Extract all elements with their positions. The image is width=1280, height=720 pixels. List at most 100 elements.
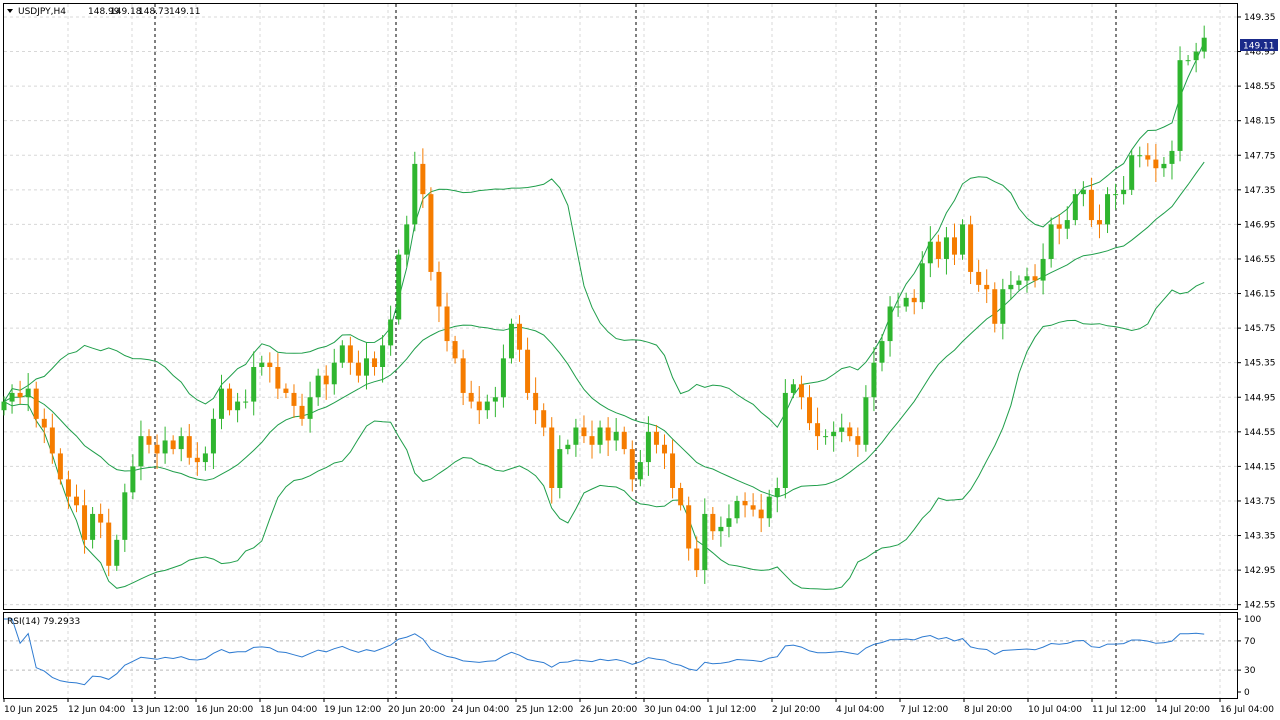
candle-body <box>122 492 128 540</box>
time-tick-label: 7 Jul 12:00 <box>900 705 949 715</box>
candle-body <box>1169 150 1175 164</box>
candle-body <box>968 224 974 272</box>
candle-body <box>1096 220 1102 225</box>
candle-body <box>1064 220 1070 229</box>
candle-body <box>710 513 716 532</box>
candle-body <box>146 436 152 445</box>
triangle-down-icon[interactable] <box>7 9 13 13</box>
candle-body <box>1113 194 1119 196</box>
candle-body <box>581 427 587 437</box>
candle-body <box>847 427 853 437</box>
price-tick-label: 144.55 <box>1244 428 1276 438</box>
candle-body <box>782 392 788 488</box>
candle-body <box>468 392 474 402</box>
candle-body <box>404 224 410 255</box>
time-tick-label: 2 Jul 20:00 <box>772 705 821 715</box>
candle-body <box>831 431 837 437</box>
candle-body <box>363 358 369 376</box>
candle-body <box>573 427 579 445</box>
candle-body <box>951 237 957 255</box>
candle-body <box>154 444 160 454</box>
candle-body <box>1105 194 1111 225</box>
price-tick-label: 146.95 <box>1244 220 1276 230</box>
candle-body <box>315 375 321 398</box>
candle-body <box>613 431 619 441</box>
rsi-label: RSI(14) 79.2933 <box>7 617 80 627</box>
rsi-tick-label: 30 <box>1244 666 1256 676</box>
candle-body <box>210 418 216 454</box>
candle-body <box>766 496 772 519</box>
candle-body <box>186 436 192 458</box>
candle-body <box>1032 276 1038 281</box>
candle-body <box>1016 280 1022 285</box>
time-tick-label: 12 Jun 04:00 <box>68 705 125 715</box>
candle-body <box>653 431 659 445</box>
time-tick-label: 10 Jun 2025 <box>4 705 58 715</box>
candle-body <box>1137 155 1143 157</box>
candle-body <box>1048 224 1054 259</box>
time-tick-label: 14 Jul 20:00 <box>1156 705 1210 715</box>
candle-body <box>525 349 531 393</box>
candle-body <box>380 345 386 367</box>
candle-body <box>275 367 281 389</box>
time-tick-label: 4 Jul 04:00 <box>836 705 885 715</box>
candle-body <box>718 526 724 532</box>
candle-body <box>662 444 668 454</box>
price-tick-label: 144.95 <box>1244 393 1276 403</box>
price-tick-label: 143.35 <box>1244 532 1276 542</box>
candle-body <box>976 271 982 285</box>
candle-body <box>726 518 732 527</box>
time-tick-label: 10 Jul 04:00 <box>1028 705 1082 715</box>
price-tick-label: 148.55 <box>1244 82 1276 92</box>
candle-body <box>227 388 233 411</box>
candle-body <box>162 440 168 454</box>
candle-body <box>734 500 740 519</box>
symbol-label: USDJPY,H4 <box>18 7 66 17</box>
rsi-tick-label: 100 <box>1244 615 1261 625</box>
candle-body <box>1080 189 1086 195</box>
candle-body <box>1000 289 1006 324</box>
candle-body <box>1008 284 1014 290</box>
candle-body <box>629 449 635 480</box>
price-tick-label: 145.75 <box>1244 324 1276 334</box>
candle-body <box>686 505 692 549</box>
candle-body <box>1056 224 1062 229</box>
candle-body <box>774 488 780 497</box>
candle-body <box>49 427 55 454</box>
candle-body <box>1072 194 1078 221</box>
candle-body <box>202 453 208 463</box>
candle-body <box>251 367 257 402</box>
candle-body <box>194 457 200 463</box>
candle-body <box>484 401 490 411</box>
ohlc-low: 148.73 <box>138 7 170 17</box>
candle-body <box>9 392 15 402</box>
candle-body <box>1129 155 1135 190</box>
candle-body <box>645 431 651 463</box>
rsi-tick-label: 0 <box>1244 688 1250 698</box>
candle-body <box>823 436 829 438</box>
current-price-label: 149.11 <box>1243 42 1275 52</box>
candle-body <box>984 284 990 290</box>
candle-body <box>130 466 136 493</box>
main-pane-frame <box>3 3 1238 610</box>
candle-body <box>17 392 23 398</box>
candle-body <box>565 444 571 450</box>
candle-body <box>388 319 394 346</box>
candle-body <box>742 500 748 506</box>
price-tick-label: 146.15 <box>1244 290 1276 300</box>
price-tick-label: 147.35 <box>1244 186 1276 196</box>
candles <box>1 25 1207 584</box>
time-tick-label: 16 Jun 20:00 <box>196 705 253 715</box>
candle-body <box>25 388 31 398</box>
price-tick-label: 145.35 <box>1244 359 1276 369</box>
candle-body <box>670 453 676 488</box>
candle-body <box>347 345 353 363</box>
candle-body <box>492 397 498 402</box>
candle-body <box>508 323 514 359</box>
price-tick-label: 147.75 <box>1244 151 1276 161</box>
candle-body <box>919 263 925 303</box>
candle-body <box>106 522 112 566</box>
current-price-tag <box>1240 39 1278 51</box>
candle-body <box>517 323 523 350</box>
